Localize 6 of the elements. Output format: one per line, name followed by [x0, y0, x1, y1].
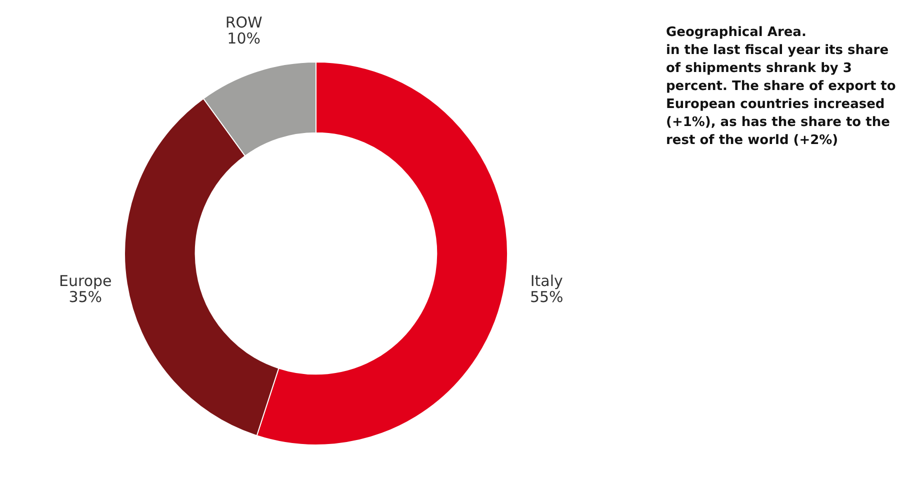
- data-label: 10%: [227, 29, 261, 48]
- text: Geographical Area.: [666, 24, 808, 42]
- slice-label: ROW: [225, 13, 263, 32]
- text: in the last fiscal year its share of shipments shrank by 3 percent. The share of export to European countries increased (+1%), as has the share to the rest of the world (+2%): [666, 42, 897, 150]
- slice-label: Europe: [59, 272, 112, 290]
- slice-label: Italy: [530, 272, 564, 290]
